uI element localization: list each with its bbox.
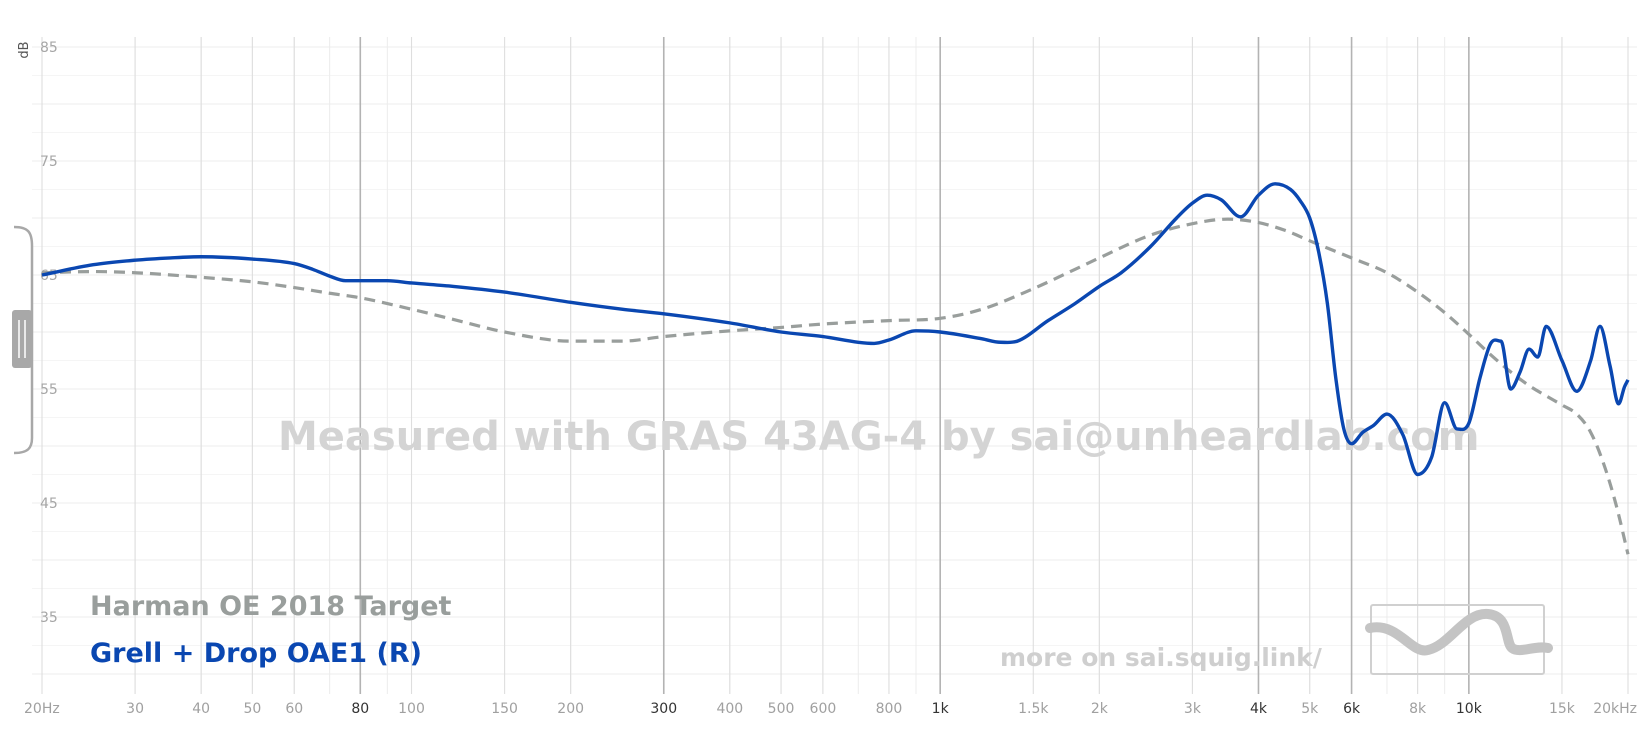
x-tick-label: 1k — [932, 701, 950, 717]
series-line-measurement[interactable] — [41, 182, 1630, 477]
x-axis-ticks: 20Hz 30 40 50 60 80 100 150 200 300 400 500 600 800 1k… — [24, 701, 1637, 717]
y-tick-label: 55 — [40, 382, 58, 398]
x-tick-label: 400 — [716, 701, 743, 717]
x-tick-label: 8k — [1409, 701, 1427, 717]
legend-entry-target: Harman OE 2018 Target — [90, 591, 452, 622]
y-axis-label: dB — [17, 41, 32, 58]
series-line-target[interactable] — [41, 217, 1630, 555]
x-tick-label: 6k — [1343, 701, 1361, 717]
x-tick-label: 30 — [126, 701, 144, 717]
watermark-text: Measured with GRAS 43AG-4 by sai@unheard… — [278, 414, 1479, 460]
x-tick-label: 20kHz — [1593, 701, 1637, 717]
y-tick-label: 35 — [40, 610, 58, 626]
x-tick-label: 80 — [351, 701, 369, 717]
x-tick-label: 15k — [1549, 701, 1576, 717]
x-tick-label: 40 — [192, 701, 210, 717]
squig-logo — [1365, 604, 1553, 675]
range-handle[interactable] — [12, 225, 34, 455]
x-tick-label: 200 — [557, 701, 584, 717]
x-tick-label: 800 — [876, 701, 903, 717]
grid-lines — [32, 37, 1637, 694]
x-tick-label: 10k — [1456, 701, 1483, 717]
legend: Harman OE 2018 Target Grell + Drop OAE1 … — [90, 591, 452, 669]
x-tick-label: 150 — [491, 701, 518, 717]
x-tick-label: 500 — [768, 701, 795, 717]
x-tick-label: 2k — [1091, 701, 1109, 717]
more-link-text[interactable]: more on sai.squig.link/ — [1000, 643, 1323, 672]
x-tick-label: 5k — [1301, 701, 1319, 717]
y-tick-label: 85 — [40, 40, 58, 56]
x-tick-label: 600 — [810, 701, 837, 717]
legend-entry-measurement: Grell + Drop OAE1 (R) — [90, 638, 422, 669]
x-tick-label: 60 — [285, 701, 303, 717]
x-tick-label: 300 — [650, 701, 677, 717]
x-tick-label: 50 — [243, 701, 261, 717]
x-tick-label: 3k — [1184, 701, 1202, 717]
x-tick-label: 20Hz — [24, 701, 60, 717]
x-tick-label: 1.5k — [1018, 701, 1049, 717]
y-tick-label: 45 — [40, 496, 58, 512]
y-tick-label: 75 — [40, 154, 58, 170]
x-tick-label: 4k — [1250, 701, 1268, 717]
series-lines — [41, 182, 1630, 555]
x-tick-label: 100 — [398, 701, 425, 717]
